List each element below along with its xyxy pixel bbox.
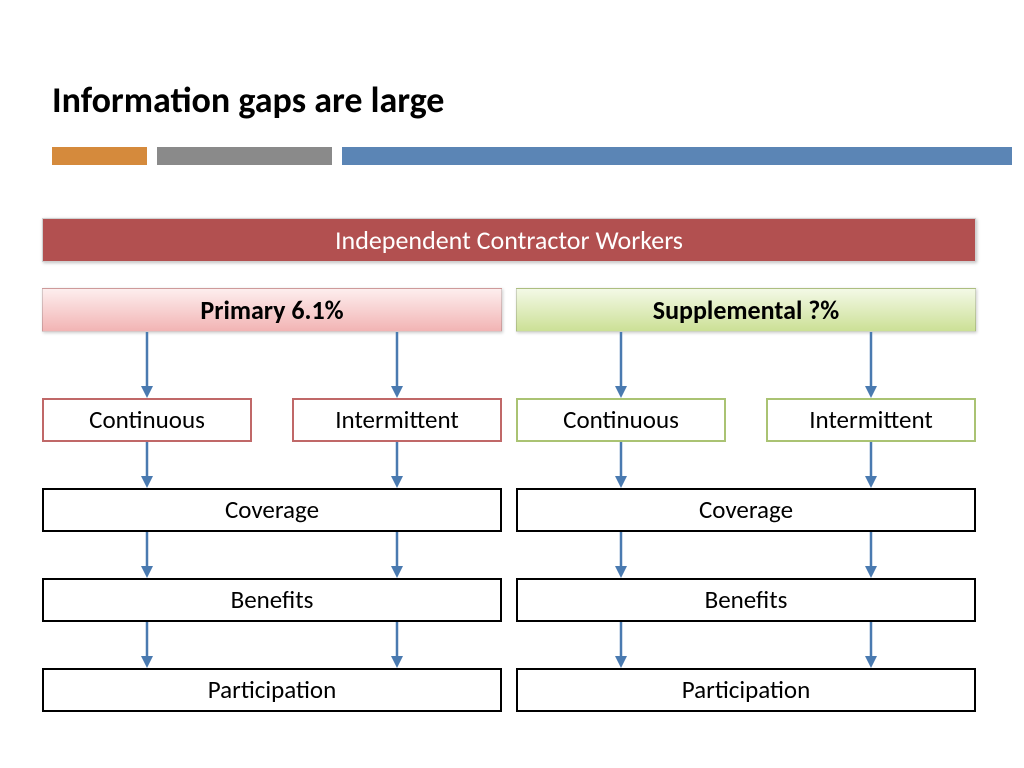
- column-primary: Primary 6.1% Continuous Intermittent Cov…: [42, 288, 502, 712]
- primary-participation-box: Participation: [42, 668, 502, 712]
- arrow-down-icon: [868, 622, 874, 668]
- supplemental-header: Supplemental ?%: [516, 288, 976, 332]
- divider-bar-1: [52, 147, 147, 165]
- primary-continuous-box: Continuous: [42, 398, 252, 442]
- supplemental-intermittent-box: Intermittent: [766, 398, 976, 442]
- arrow-down-icon: [144, 532, 150, 578]
- arrow-down-icon: [144, 332, 150, 398]
- main-header: Independent Contractor Workers: [42, 218, 976, 262]
- supplemental-participation-box: Participation: [516, 668, 976, 712]
- arrow-down-icon: [868, 442, 874, 488]
- supplemental-pair-row: Continuous Intermittent: [516, 398, 976, 442]
- column-supplemental: Supplemental ?% Continuous Intermittent …: [516, 288, 976, 712]
- primary-header: Primary 6.1%: [42, 288, 502, 332]
- arrow-down-icon: [144, 442, 150, 488]
- arrow-down-icon: [394, 332, 400, 398]
- arrow-down-icon: [394, 622, 400, 668]
- arrow-down-icon: [618, 532, 624, 578]
- divider-bar-2: [157, 147, 332, 165]
- supplemental-coverage-box: Coverage: [516, 488, 976, 532]
- primary-benefits-box: Benefits: [42, 578, 502, 622]
- arrow-down-icon: [394, 442, 400, 488]
- primary-intermittent-box: Intermittent: [292, 398, 502, 442]
- supplemental-continuous-box: Continuous: [516, 398, 726, 442]
- arrow-down-icon: [618, 442, 624, 488]
- arrow-down-icon: [868, 332, 874, 398]
- divider-bar-3: [342, 147, 1012, 165]
- slide-title: Information gaps are large: [52, 78, 444, 122]
- primary-coverage-box: Coverage: [42, 488, 502, 532]
- arrow-down-icon: [394, 532, 400, 578]
- arrow-down-icon: [618, 622, 624, 668]
- arrow-down-icon: [868, 532, 874, 578]
- divider-bars: [52, 147, 1012, 165]
- arrow-down-icon: [144, 622, 150, 668]
- arrow-down-icon: [618, 332, 624, 398]
- primary-pair-row: Continuous Intermittent: [42, 398, 502, 442]
- supplemental-benefits-box: Benefits: [516, 578, 976, 622]
